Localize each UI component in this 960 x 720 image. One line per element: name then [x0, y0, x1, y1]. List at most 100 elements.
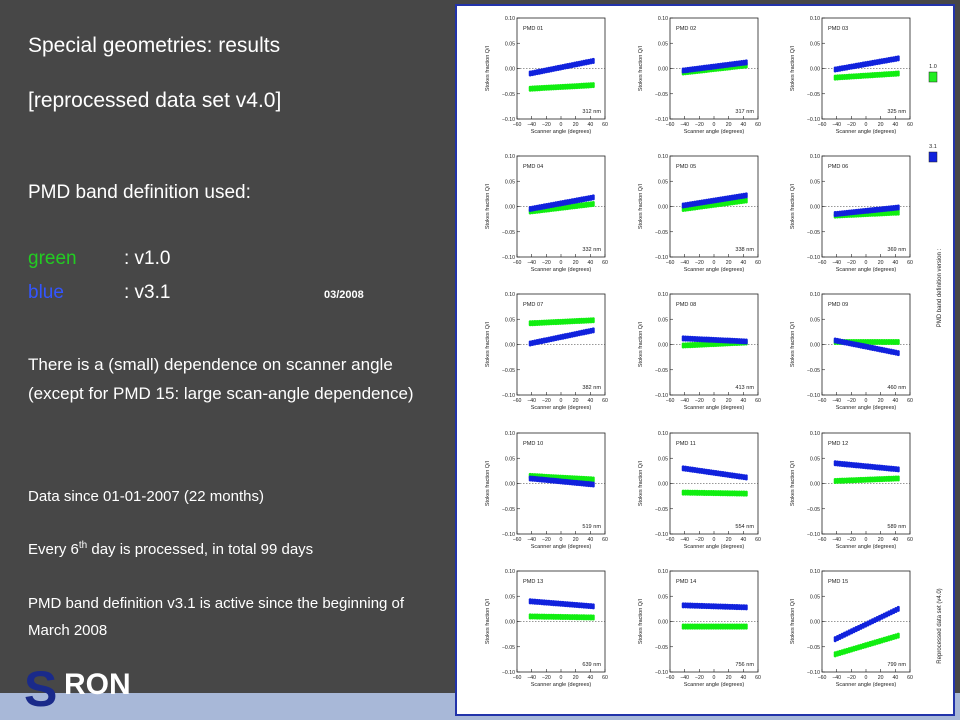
data-point-green — [742, 623, 746, 627]
data-point-blue — [861, 61, 865, 65]
data-point-blue — [857, 624, 861, 628]
y-tick-label: −0.10 — [655, 532, 668, 538]
data-point-blue — [589, 194, 593, 198]
data-point-green — [570, 614, 574, 618]
data-point-green — [587, 614, 591, 618]
x-tick-label: −20 — [847, 260, 856, 266]
data-point-green — [859, 338, 863, 342]
x-axis-label: Scanner angle (degrees) — [836, 267, 897, 273]
data-point-green — [845, 647, 849, 651]
data-point-blue — [889, 205, 893, 209]
data-point-blue — [563, 63, 567, 67]
data-point-green — [712, 490, 716, 494]
data-point-blue — [875, 615, 879, 619]
data-point-green — [859, 643, 863, 647]
data-point-blue — [570, 331, 574, 335]
data-point-blue — [861, 462, 865, 466]
data-point-blue — [887, 465, 891, 469]
data-point-blue — [589, 481, 593, 485]
data-point-blue — [864, 621, 868, 625]
y-tick-label: −0.10 — [807, 255, 820, 261]
data-point-green — [894, 70, 898, 74]
data-point-blue — [554, 335, 558, 339]
data-point-blue — [580, 480, 584, 484]
data-point-blue — [566, 332, 570, 336]
x-tick-label: 20 — [573, 260, 579, 266]
data-point-green — [840, 74, 844, 78]
data-point-blue — [854, 462, 858, 466]
x-tick-label: −20 — [695, 122, 704, 128]
data-point-green — [554, 84, 558, 88]
data-point-blue — [575, 602, 579, 606]
data-point-blue — [535, 204, 539, 208]
data-point-blue — [540, 203, 544, 207]
data-point-blue — [868, 619, 872, 623]
version-swatch-green — [928, 71, 938, 83]
data-point-blue — [686, 66, 690, 70]
data-point-green — [875, 71, 879, 75]
y-tick-label: 0.00 — [505, 620, 515, 626]
data-point-blue — [868, 344, 872, 348]
data-point-blue — [535, 339, 539, 343]
data-point-blue — [845, 630, 849, 634]
x-tick-label: −60 — [818, 260, 827, 266]
x-axis-label: Scanner angle (degrees) — [836, 129, 897, 135]
data-point-blue — [878, 206, 882, 210]
data-point-green — [582, 82, 586, 86]
data-point-blue — [709, 197, 713, 201]
y-tick-label: 0.10 — [658, 292, 668, 298]
data-point-green — [568, 83, 572, 87]
x-tick-label: −60 — [513, 260, 522, 266]
data-point-blue — [533, 205, 537, 209]
panel-title: PMD 15 — [828, 579, 848, 585]
data-point-green — [547, 319, 551, 323]
data-point-green — [591, 200, 595, 204]
data-point-blue — [878, 614, 882, 618]
data-point-blue — [695, 336, 699, 340]
y-tick-label: 0.00 — [810, 482, 820, 488]
data-point-blue — [714, 197, 718, 201]
data-point-blue — [714, 63, 718, 67]
data-point-blue — [693, 66, 697, 70]
data-point-blue — [894, 606, 898, 610]
y-axis-label: Stokes fraction Q/I — [485, 321, 491, 367]
x-tick-label: −20 — [542, 122, 551, 128]
data-point-green — [563, 83, 567, 87]
x-tick-label: −40 — [527, 537, 536, 543]
data-point-blue — [707, 336, 711, 340]
x-tick-label: −60 — [513, 675, 522, 681]
data-point-blue — [570, 601, 574, 605]
x-tick-label: 40 — [587, 398, 593, 404]
data-point-blue — [561, 199, 565, 203]
data-point-blue — [719, 337, 723, 341]
data-point-green — [580, 317, 584, 321]
data-point-green — [726, 623, 730, 627]
data-point-green — [568, 318, 572, 322]
data-point-blue — [686, 466, 690, 470]
data-point-green — [880, 637, 884, 641]
data-point-green — [538, 319, 542, 323]
y-tick-label: −0.05 — [655, 92, 668, 98]
data-point-blue — [721, 471, 725, 475]
data-point-blue — [561, 600, 565, 604]
data-point-blue — [575, 479, 579, 483]
data-point-green — [719, 490, 723, 494]
data-point-green — [892, 634, 896, 638]
data-point-green — [691, 342, 695, 346]
data-point-blue — [735, 60, 739, 64]
data-point-blue — [540, 68, 544, 72]
x-tick-label: 20 — [573, 675, 579, 681]
data-point-blue — [859, 208, 863, 212]
data-point-green — [561, 613, 565, 617]
data-point-blue — [728, 194, 732, 198]
x-tick-label: −60 — [513, 398, 522, 404]
data-point-blue — [686, 335, 690, 339]
x-axis-label: Scanner angle (degrees) — [836, 544, 897, 550]
data-point-blue — [889, 465, 893, 469]
data-point-green — [695, 623, 699, 627]
x-tick-label: 40 — [740, 122, 746, 128]
data-point-blue — [712, 63, 716, 67]
data-point-green — [570, 203, 574, 207]
data-point-green — [735, 623, 739, 627]
x-tick-label: −20 — [847, 675, 856, 681]
